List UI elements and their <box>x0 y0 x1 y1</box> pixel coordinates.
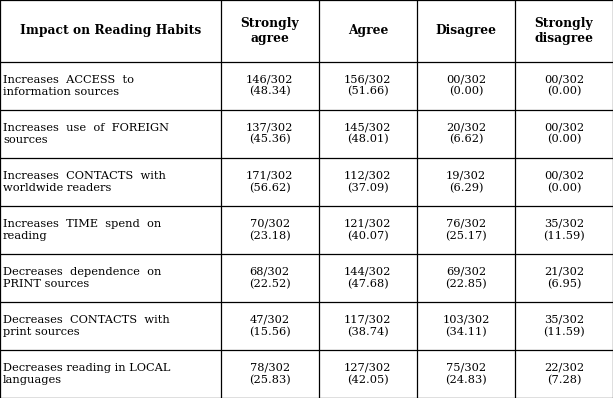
Text: 00/302
(0.00): 00/302 (0.00) <box>446 75 486 97</box>
Text: 103/302
(34.11): 103/302 (34.11) <box>442 315 490 337</box>
Text: 35/302
(11.59): 35/302 (11.59) <box>543 219 585 241</box>
Text: 78/302
(25.83): 78/302 (25.83) <box>249 363 291 385</box>
Text: 00/302
(0.00): 00/302 (0.00) <box>544 75 584 97</box>
Text: Increases  CONTACTS  with
worldwide readers: Increases CONTACTS with worldwide reader… <box>3 171 166 193</box>
Text: 145/302
(48.01): 145/302 (48.01) <box>344 123 392 145</box>
Text: Strongly
disagree: Strongly disagree <box>535 17 593 45</box>
Text: 121/302
(40.07): 121/302 (40.07) <box>344 219 392 241</box>
Text: Increases  use  of  FOREIGN
sources: Increases use of FOREIGN sources <box>3 123 169 144</box>
Text: 76/302
(25.17): 76/302 (25.17) <box>445 219 487 241</box>
Text: Agree: Agree <box>348 24 388 37</box>
Text: 21/302
(6.95): 21/302 (6.95) <box>544 267 584 289</box>
Text: 47/302
(15.56): 47/302 (15.56) <box>249 315 291 337</box>
Text: Disagree: Disagree <box>435 24 497 37</box>
Text: Decreases reading in LOCAL
languages: Decreases reading in LOCAL languages <box>3 363 170 385</box>
Text: 20/302
(6.62): 20/302 (6.62) <box>446 123 486 145</box>
Text: Increases  TIME  spend  on
reading: Increases TIME spend on reading <box>3 219 161 241</box>
Text: Decreases  CONTACTS  with
print sources: Decreases CONTACTS with print sources <box>3 315 170 337</box>
Text: 156/302
(51.66): 156/302 (51.66) <box>344 75 392 97</box>
Text: 171/302
(56.62): 171/302 (56.62) <box>246 171 294 193</box>
Text: 22/302
(7.28): 22/302 (7.28) <box>544 363 584 385</box>
Text: 75/302
(24.83): 75/302 (24.83) <box>445 363 487 385</box>
Text: 112/302
(37.09): 112/302 (37.09) <box>344 171 392 193</box>
Text: 35/302
(11.59): 35/302 (11.59) <box>543 315 585 337</box>
Text: Decreases  dependence  on
PRINT sources: Decreases dependence on PRINT sources <box>3 267 161 289</box>
Text: 144/302
(47.68): 144/302 (47.68) <box>344 267 392 289</box>
Text: 00/302
(0.00): 00/302 (0.00) <box>544 171 584 193</box>
Text: 00/302
(0.00): 00/302 (0.00) <box>544 123 584 145</box>
Text: 68/302
(22.52): 68/302 (22.52) <box>249 267 291 289</box>
Text: 137/302
(45.36): 137/302 (45.36) <box>246 123 294 145</box>
Text: Impact on Reading Habits: Impact on Reading Habits <box>20 24 201 37</box>
Text: 146/302
(48.34): 146/302 (48.34) <box>246 75 294 97</box>
Text: 117/302
(38.74): 117/302 (38.74) <box>344 315 392 337</box>
Text: 19/302
(6.29): 19/302 (6.29) <box>446 171 486 193</box>
Text: 70/302
(23.18): 70/302 (23.18) <box>249 219 291 241</box>
Text: 127/302
(42.05): 127/302 (42.05) <box>344 363 392 385</box>
Text: Strongly
agree: Strongly agree <box>240 17 299 45</box>
Text: Increases  ACCESS  to
information sources: Increases ACCESS to information sources <box>3 75 134 96</box>
Text: 69/302
(22.85): 69/302 (22.85) <box>445 267 487 289</box>
